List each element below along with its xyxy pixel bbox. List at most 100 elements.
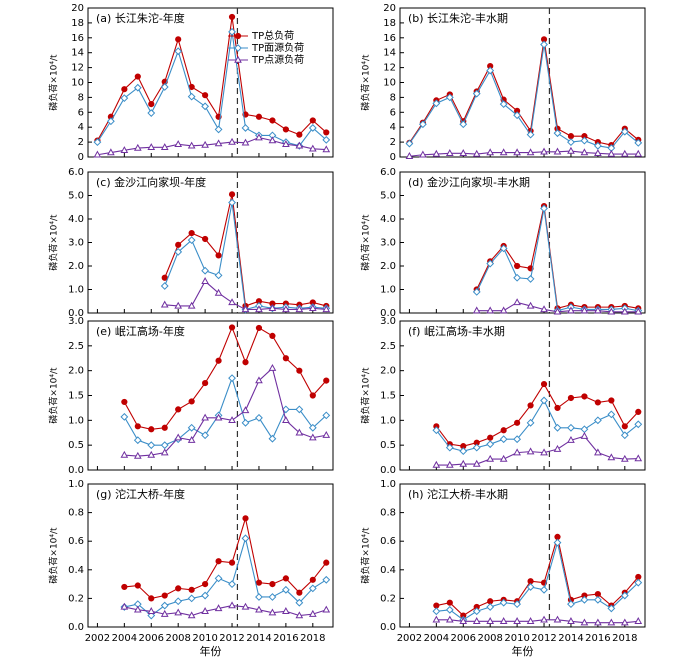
marker bbox=[634, 138, 643, 147]
marker bbox=[594, 448, 602, 456]
y-tick-label: 14 bbox=[383, 48, 396, 59]
marker bbox=[432, 99, 441, 108]
marker bbox=[214, 288, 223, 296]
panel-title: (b) 长江朱沱-丰水期 bbox=[408, 11, 508, 25]
marker bbox=[553, 129, 562, 138]
marker bbox=[594, 618, 602, 626]
y-tick-label: 6.0 bbox=[380, 167, 396, 178]
marker bbox=[513, 148, 521, 156]
series-line bbox=[164, 202, 327, 311]
marker bbox=[459, 149, 468, 156]
marker bbox=[472, 617, 481, 624]
marker bbox=[295, 611, 304, 619]
y-tick-label: 12 bbox=[71, 63, 84, 74]
marker bbox=[581, 393, 588, 400]
marker bbox=[459, 459, 468, 467]
marker bbox=[214, 604, 223, 612]
x-tick-label: 2018 bbox=[612, 633, 637, 644]
marker bbox=[121, 583, 128, 591]
marker bbox=[228, 580, 236, 589]
x-tick-label: 2004 bbox=[112, 633, 137, 644]
marker bbox=[620, 431, 629, 440]
marker bbox=[147, 143, 156, 151]
marker bbox=[255, 133, 263, 141]
marker bbox=[620, 454, 629, 462]
y-tick-label: 1.0 bbox=[380, 479, 396, 490]
marker bbox=[323, 559, 330, 566]
marker bbox=[161, 424, 168, 431]
marker bbox=[296, 589, 303, 596]
marker bbox=[241, 138, 250, 146]
panel: 0.0 0.5 1.0 1.5 2.0 2.5 3.0 磷负荷×10⁴/t (f) 岷江高场-丰… bbox=[360, 316, 646, 476]
series-line bbox=[436, 542, 639, 621]
marker bbox=[174, 433, 183, 441]
y-tick-label: 3.0 bbox=[68, 238, 84, 249]
marker bbox=[553, 444, 562, 452]
legend-marker bbox=[234, 44, 242, 52]
marker bbox=[513, 111, 522, 120]
marker bbox=[405, 152, 414, 159]
marker bbox=[580, 595, 589, 604]
marker bbox=[120, 94, 129, 103]
marker bbox=[513, 298, 521, 306]
series-line bbox=[408, 39, 639, 146]
marker bbox=[459, 447, 468, 456]
marker bbox=[120, 412, 129, 421]
marker bbox=[241, 534, 250, 543]
marker bbox=[620, 307, 629, 315]
x-tick-label: 2018 bbox=[300, 633, 325, 644]
series-line bbox=[436, 619, 639, 624]
marker bbox=[594, 306, 602, 314]
y-tick-label: 1.5 bbox=[380, 391, 396, 402]
marker bbox=[268, 608, 277, 616]
y-tick-label: 0.0 bbox=[380, 308, 396, 319]
marker bbox=[242, 515, 249, 522]
series-line bbox=[124, 604, 327, 617]
marker bbox=[242, 359, 249, 366]
y-tick-label: 0.0 bbox=[68, 308, 84, 319]
plot-frame bbox=[87, 320, 334, 471]
marker bbox=[175, 585, 182, 592]
marker bbox=[255, 376, 263, 384]
x-tick-label: 2008 bbox=[165, 633, 190, 644]
marker bbox=[120, 450, 129, 458]
y-tick-label: 14 bbox=[71, 48, 84, 59]
marker bbox=[241, 418, 250, 427]
marker bbox=[268, 363, 277, 371]
y-tick-label: 2.0 bbox=[68, 261, 84, 272]
marker bbox=[187, 301, 196, 309]
marker bbox=[607, 410, 616, 419]
marker bbox=[405, 139, 414, 148]
marker bbox=[133, 83, 142, 92]
y-axis-label: 磷负荷×10⁴/t bbox=[48, 54, 60, 111]
y-tick-label: 2.0 bbox=[380, 366, 396, 377]
x-tick-label: 2016 bbox=[585, 633, 610, 644]
marker bbox=[514, 419, 521, 426]
marker bbox=[187, 141, 196, 149]
marker bbox=[635, 408, 642, 415]
marker bbox=[540, 40, 548, 49]
marker bbox=[160, 282, 169, 290]
marker bbox=[472, 443, 481, 452]
marker bbox=[472, 89, 481, 98]
marker bbox=[148, 426, 155, 433]
marker bbox=[323, 377, 330, 384]
marker bbox=[540, 147, 548, 155]
marker bbox=[322, 575, 331, 584]
marker bbox=[201, 607, 209, 614]
marker bbox=[499, 244, 508, 253]
marker bbox=[553, 615, 562, 623]
marker bbox=[499, 454, 508, 462]
marker bbox=[432, 607, 441, 616]
y-tick-label: 10 bbox=[71, 78, 84, 89]
y-tick-label: 20 bbox=[71, 3, 84, 14]
plot-frame bbox=[399, 7, 646, 158]
marker bbox=[269, 117, 276, 124]
marker bbox=[323, 129, 330, 136]
marker bbox=[445, 460, 454, 468]
series-line bbox=[408, 44, 639, 149]
marker bbox=[526, 148, 535, 156]
marker bbox=[202, 235, 209, 243]
marker bbox=[282, 607, 290, 614]
